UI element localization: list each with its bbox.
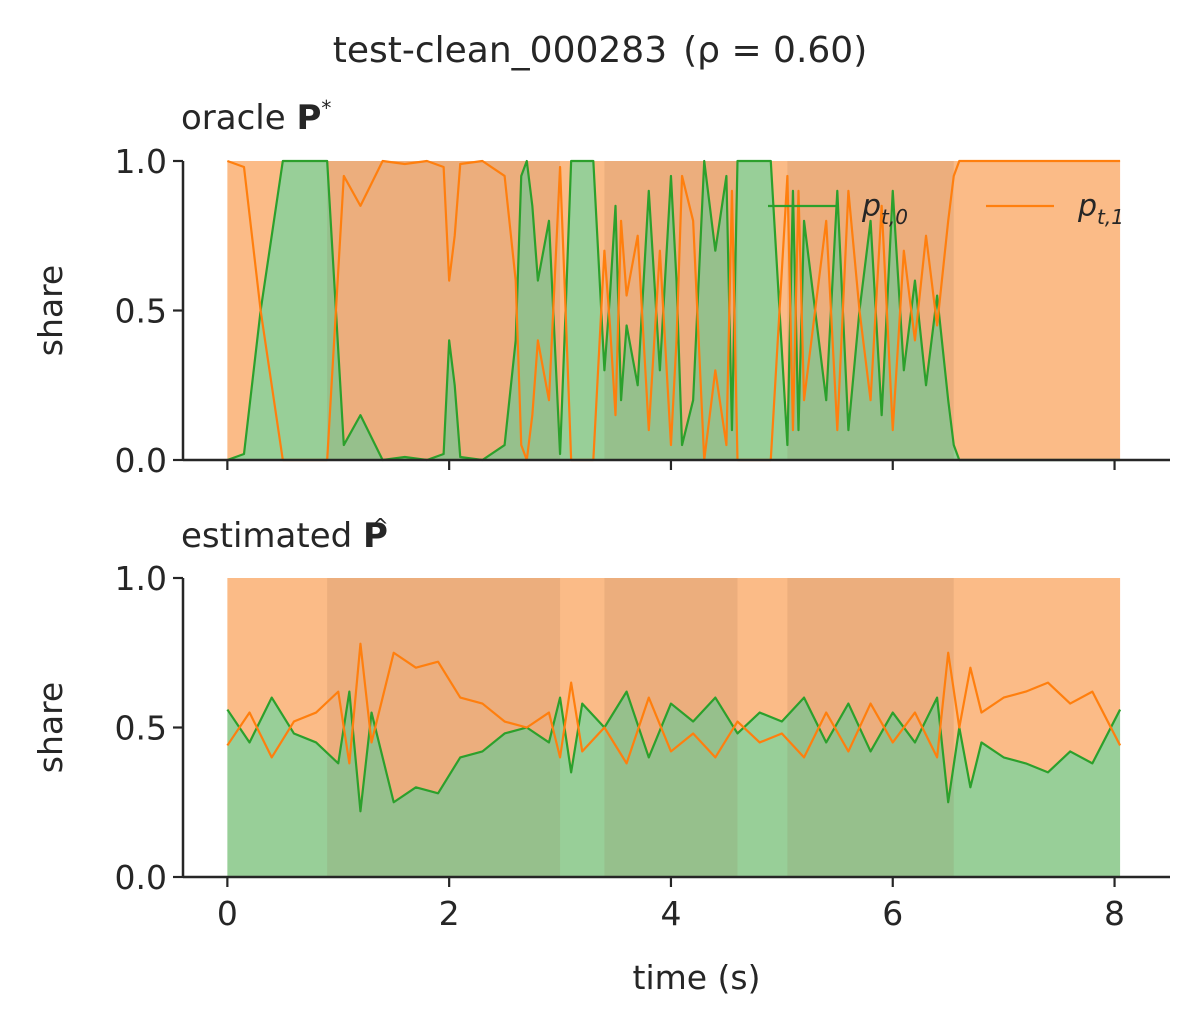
panel-title-oracle-mark: * [321,96,331,120]
segment-shade-0 [327,578,561,877]
y-tick-label: 0.5 [115,292,167,331]
y-tick-label: 0.5 [115,709,167,748]
x-axis-label: time (s) [633,958,761,997]
series-line-1 [226,642,1122,765]
panel-title-estimated-symbol: P [363,516,388,556]
panel-title-estimated-prefix: estimated [181,516,352,556]
series-line-0 [226,690,1122,813]
legend-label-1: pt,1 [1077,189,1124,229]
plot-area-oracle [226,159,1121,462]
segment-shade-2 [787,578,954,877]
y-tick-label: 0.0 [115,858,167,897]
segment-shade-1 [604,161,738,460]
panel-title-oracle: oracle P* [181,96,331,138]
panel-title-oracle-symbol: P [297,98,322,138]
panel-oracle: oracle P* 0.0 0.5 1.0 share pt,0 pt,1 [31,96,1170,480]
figure-title-rho: (ρ = 0.60) [683,30,867,71]
axes-oracle: 0.0 0.5 1.0 share [31,142,1170,480]
axes-estimated: 0.0 0.5 1.0 0 2 4 6 8 share time (s) [31,559,1170,997]
plot-area-estimated [226,578,1122,877]
panel-title-estimated: estimated P^ [181,514,389,556]
x-tick-label: 4 [660,894,681,933]
y-axis-label: share [31,265,70,356]
panel-title-oracle-prefix: oracle [181,98,286,138]
series-line-0 [226,159,1121,462]
panel-estimated: estimated P^ 0.0 0.5 1.0 0 2 4 6 8 share time (s) [31,514,1170,997]
area-fill-series-1 [227,578,1121,812]
y-axis-label: share [31,682,70,773]
legend-label-0: pt,0 [861,189,908,229]
y-tick-label: 1.0 [115,559,167,598]
x-tick-label: 2 [439,894,460,933]
figure-title-text: test-clean_000283 [333,30,667,71]
area-fill-series-1 [227,161,1121,460]
x-tick-label: 8 [1104,894,1125,933]
segment-shade-0 [327,161,561,460]
area-fill-series-0 [227,161,1121,460]
segment-shade-1 [604,578,738,877]
x-tick-label: 6 [882,894,903,933]
legend: pt,0 pt,1 [768,189,1124,229]
y-tick-label: 0.0 [115,441,167,480]
y-tick-label: 1.0 [115,142,167,181]
panel-title-estimated-mark: ^ [372,514,389,538]
series-line-1 [226,159,1121,462]
figure-title: test-clean_000283 (ρ = 0.60) [333,30,868,71]
x-tick-label: 0 [217,894,238,933]
